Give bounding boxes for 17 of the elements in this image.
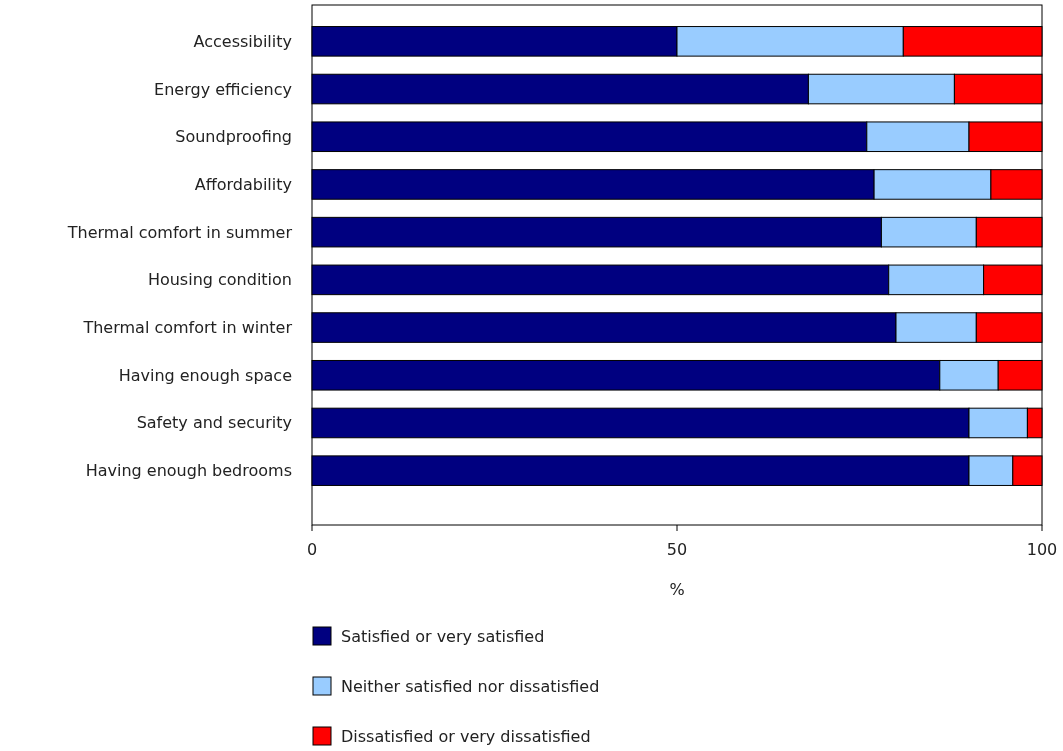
y-tick-label: Energy efficiency — [154, 79, 292, 99]
y-tick-label: Affordability — [194, 174, 292, 194]
y-tick-label: Safety and security — [136, 413, 292, 433]
x-tick-label: 100 — [1026, 540, 1058, 559]
x-axis-title: % — [669, 580, 685, 599]
y-tick-label: Accessibility — [193, 31, 292, 51]
y-tick-label: Having enough bedrooms — [85, 461, 292, 481]
y-tick-label: Having enough space — [118, 365, 292, 385]
legend-label: Satisfied or very satisfied — [341, 626, 545, 646]
legend-label: Neither satisfied nor dissatisfied — [341, 676, 600, 696]
x-tick-label: 0 — [306, 540, 318, 559]
y-tick-label: Thermal comfort in winter — [82, 318, 293, 338]
y-tick-label: Soundproofing — [175, 127, 292, 147]
legend-label: Dissatisfied or very dissatisfied — [341, 726, 591, 746]
x-tick-label: 50 — [666, 540, 688, 559]
y-tick-label: Housing condition — [147, 270, 292, 290]
y-tick-label: Thermal comfort in summer — [66, 222, 293, 242]
